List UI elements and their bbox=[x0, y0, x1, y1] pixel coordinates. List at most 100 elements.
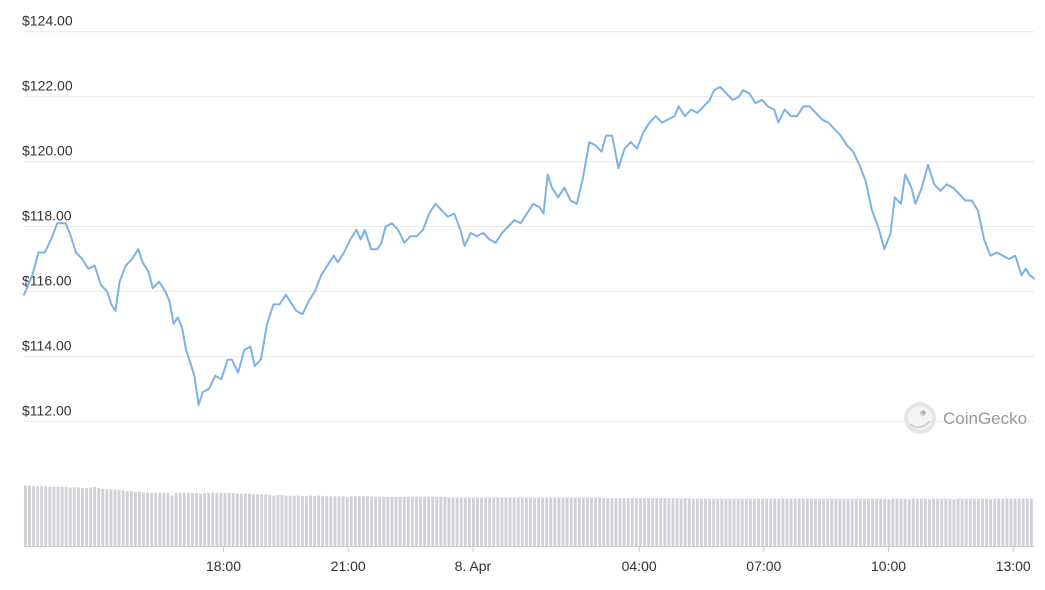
volume-bar bbox=[826, 498, 830, 546]
volume-bar bbox=[362, 496, 365, 546]
volume-bar bbox=[345, 496, 349, 546]
volume-bar bbox=[903, 498, 907, 546]
volume-bar bbox=[199, 493, 202, 546]
volume-bar bbox=[142, 492, 145, 546]
volume-bar bbox=[264, 494, 268, 546]
watermark-text: CoinGecko bbox=[943, 409, 1027, 428]
volume-bar bbox=[52, 486, 56, 546]
volume-bar bbox=[471, 497, 475, 546]
volume-bar bbox=[695, 498, 699, 546]
volume-bar bbox=[520, 497, 524, 546]
volume-bar bbox=[443, 496, 447, 546]
volume-bar bbox=[496, 497, 500, 546]
volume-bar bbox=[431, 496, 435, 546]
volume-bar bbox=[48, 486, 52, 546]
volume-bar bbox=[121, 490, 125, 546]
volume-bar bbox=[154, 493, 158, 546]
volume-bar bbox=[895, 498, 899, 546]
volume-bar bbox=[549, 497, 553, 546]
volume-bar bbox=[761, 498, 765, 546]
volume-bar bbox=[744, 498, 748, 546]
volume-bar bbox=[203, 493, 207, 546]
y-tick-label: $112.00 bbox=[22, 402, 72, 418]
volume-bar bbox=[357, 496, 361, 546]
volume-bar bbox=[944, 498, 948, 546]
volume-bar bbox=[752, 498, 756, 546]
volume-bar bbox=[406, 496, 410, 546]
volume-bar bbox=[239, 493, 243, 546]
volume-bar bbox=[533, 497, 536, 546]
volume-bar bbox=[590, 497, 593, 546]
volume-bar bbox=[402, 496, 406, 546]
volume-bar bbox=[382, 496, 386, 546]
volume-bar bbox=[235, 493, 239, 546]
coingecko-watermark: CoinGecko bbox=[904, 402, 1027, 434]
y-tick-label: $122.00 bbox=[22, 78, 73, 94]
volume-bar bbox=[618, 498, 622, 546]
volume-bar bbox=[158, 493, 162, 546]
volume-bar bbox=[1013, 498, 1017, 546]
volume-bar bbox=[133, 491, 137, 546]
volume-bar bbox=[268, 494, 272, 546]
volume-bar bbox=[822, 498, 826, 546]
volume-bar bbox=[932, 498, 936, 546]
volume-bar bbox=[313, 496, 317, 546]
volume-bar bbox=[867, 498, 870, 546]
volume-bar bbox=[976, 498, 980, 546]
volume-bar bbox=[414, 496, 418, 546]
volume-bar bbox=[683, 498, 687, 546]
volume-bar bbox=[129, 491, 133, 546]
volume-bar bbox=[720, 498, 724, 546]
volume-bar bbox=[785, 498, 789, 546]
volume-bar bbox=[964, 498, 968, 546]
volume-bar bbox=[439, 496, 443, 546]
volume-bar bbox=[614, 498, 618, 546]
volume-bar bbox=[659, 498, 663, 546]
volume-bar bbox=[512, 497, 516, 546]
volume-bar bbox=[211, 492, 215, 546]
volume-bar bbox=[846, 498, 850, 546]
x-tick-label: 21:00 bbox=[331, 558, 366, 574]
volume-bar bbox=[166, 493, 170, 546]
volume-bar bbox=[765, 498, 769, 546]
volume-bar bbox=[113, 489, 117, 546]
volume-bar bbox=[928, 499, 931, 546]
volume-bar bbox=[985, 498, 988, 546]
volume-bar bbox=[435, 496, 439, 546]
volume-bar bbox=[610, 498, 614, 546]
volume-bar bbox=[280, 494, 284, 546]
volume-bars bbox=[24, 485, 1033, 546]
volume-bar bbox=[704, 498, 707, 546]
volume-bar bbox=[667, 498, 671, 546]
volume-bar bbox=[997, 498, 1001, 546]
volume-bar bbox=[891, 498, 895, 546]
volume-bar bbox=[671, 498, 675, 546]
volume-bar bbox=[329, 496, 333, 546]
volume-bar bbox=[162, 493, 166, 546]
volume-bar bbox=[398, 496, 402, 546]
volume-bar bbox=[529, 497, 532, 546]
volume-bar bbox=[44, 486, 48, 546]
volume-bar bbox=[708, 498, 712, 546]
volume-bar bbox=[276, 494, 280, 546]
volume-bar bbox=[993, 498, 997, 546]
volume-bar bbox=[215, 493, 219, 546]
volume-bar bbox=[105, 489, 109, 546]
volume-bar bbox=[541, 497, 545, 546]
volume-bar bbox=[89, 487, 93, 546]
volume-bar bbox=[28, 485, 31, 546]
volume-bar bbox=[410, 496, 414, 546]
volume-bar bbox=[757, 498, 760, 546]
volume-bar bbox=[919, 498, 923, 546]
volume-bar bbox=[981, 498, 984, 546]
price-series bbox=[23, 85, 1035, 406]
volume-bar bbox=[1005, 498, 1009, 546]
y-tick-label: $114.00 bbox=[22, 337, 72, 353]
volume-bar bbox=[1029, 498, 1033, 546]
x-tick-label: 18:00 bbox=[206, 558, 241, 574]
volume-bar bbox=[1021, 498, 1025, 546]
volume-bar bbox=[740, 498, 744, 546]
volume-bar bbox=[36, 486, 40, 546]
y-tick-label: $124.00 bbox=[22, 13, 73, 29]
